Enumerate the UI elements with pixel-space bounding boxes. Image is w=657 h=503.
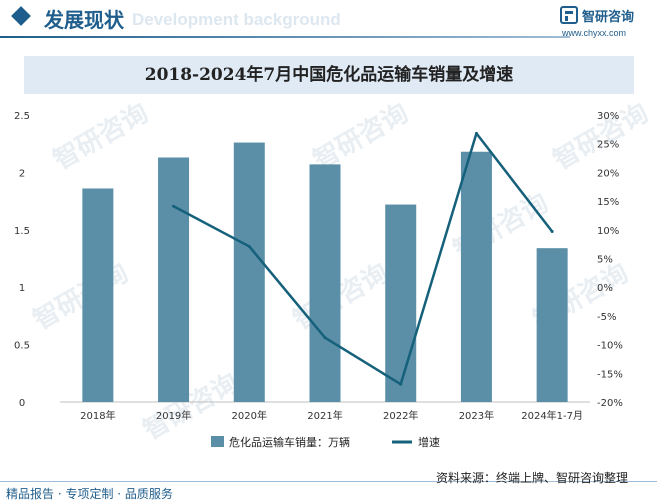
section-title: 发展现状 [44,8,124,32]
y-left-tick-label: 1 [19,283,25,294]
brand-name: 智研咨询 [582,10,635,25]
bar [158,157,190,402]
bar [233,142,265,402]
y-right-tick-label: 15% [597,197,619,208]
bar [385,204,417,402]
chart-title: 2018-2024年7月中国危化品运输车销量及增速 [144,65,514,85]
y-left-tick-label: 0.5 [14,341,30,352]
y-right-tick-label: -10% [597,341,623,352]
x-tick-label: 2022年 [383,409,418,422]
source-note: 资料来源：终端上牌、智研咨询整理 [436,471,629,485]
watermark-text: 智研咨询 [28,257,134,336]
watermark-text: 智研咨询 [308,97,414,176]
y-right-tick-label: 0% [597,283,613,294]
bar [460,151,492,402]
x-tick-label: 2024年1-7月 [521,409,583,422]
y-right-tick-label: 20% [597,168,619,179]
y-left-tick-label: 2.5 [14,111,30,122]
y-right-tick-label: 10% [597,226,619,237]
x-tick-label: 2023年 [459,409,494,422]
y-right-tick-label: -15% [597,369,623,380]
x-tick-label: 2020年 [232,409,267,422]
watermark-text: 智研咨询 [138,367,244,446]
growth-point [172,204,176,208]
y-left-tick-label: 1.5 [14,226,30,237]
footer-tagline: 精品报告 · 专项定制 · 品质服务 [6,487,173,501]
x-tick-label: 2019年 [156,409,191,422]
section-subtitle-ghost: Development background [132,10,341,29]
growth-point [550,230,554,234]
growth-line [172,132,554,386]
chart-title-band: 2018-2024年7月中国危化品运输车销量及增速 [24,56,634,94]
header: 发展现状 Development background 智研咨询 www.chy… [0,0,657,40]
header-divider [0,36,570,38]
footer-divider [0,481,657,482]
y-right-tick-label: -20% [597,398,623,409]
growth-point [323,336,327,340]
legend-bar-label: 危化品运输车销量：万辆 [229,435,350,449]
watermark-text: 智研咨询 [288,257,394,336]
brand-logo-icon [560,6,578,24]
watermark-text: 智研咨询 [548,97,654,176]
x-tick-label: 2018年 [80,409,115,422]
growth-point [247,244,251,248]
brand-url: www.chyxx.com [562,28,627,38]
y-right-tick-label: 30% [597,111,619,122]
y-left-tick-label: 2 [19,168,25,179]
growth-point [399,382,403,386]
bar [82,188,114,402]
legend-line-label: 增速 [418,435,440,449]
y-right-tick-label: 5% [597,255,613,266]
x-tick-label: 2021年 [307,409,342,422]
watermark-text: 智研咨询 [48,97,154,176]
y-right-tick-label: -5% [597,312,616,323]
legend-bar-swatch [211,436,224,447]
y-left-tick-label: 0 [19,398,25,409]
growth-point [474,131,478,135]
bar [536,248,568,402]
bar [309,164,341,402]
brand: 智研咨询 www.chyxx.com [560,4,650,40]
y-right-tick-label: 25% [597,140,619,151]
